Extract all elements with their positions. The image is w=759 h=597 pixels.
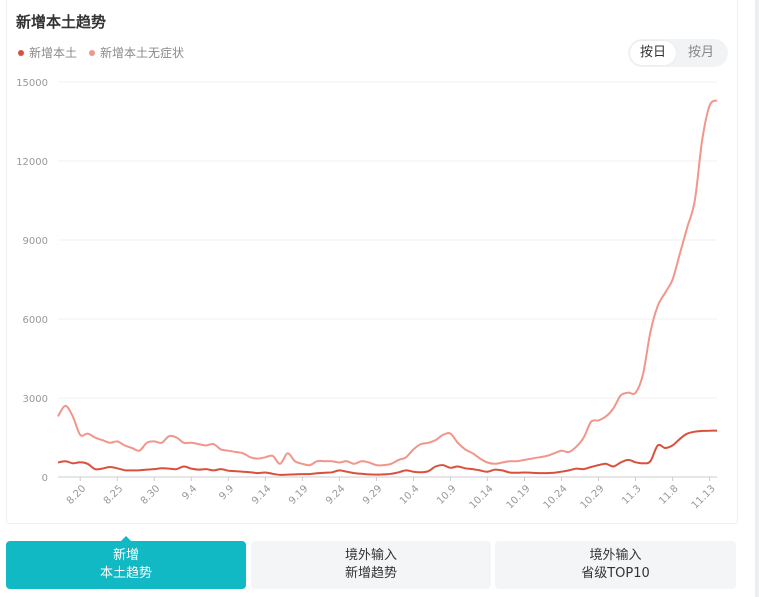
- x-tick-label: 8.20: [65, 483, 89, 507]
- legend-dot-local: [18, 49, 24, 56]
- x-tick-label: 9.24: [324, 483, 348, 507]
- y-tick-label: 3000: [23, 394, 48, 405]
- tab-imported-top10-line1: 境外输入: [589, 548, 642, 563]
- legend-dot-asymptomatic: [89, 49, 96, 56]
- chart-title: 新增本土趋势: [16, 13, 107, 31]
- x-tick-label: 10.29: [579, 483, 607, 511]
- tab-local-trend-line1: 新增: [112, 548, 139, 563]
- y-tick-label: 15000: [16, 78, 48, 89]
- x-tick-label: 9.19: [287, 483, 311, 507]
- x-tick-label: 10.19: [505, 483, 533, 511]
- legend-item-local[interactable]: 新增本土: [18, 44, 77, 61]
- x-tick-label: 11.8: [657, 483, 681, 507]
- x-tick-label: 9.14: [250, 483, 274, 507]
- x-tick-label: 8.30: [139, 483, 163, 507]
- y-tick-label: 9000: [23, 236, 48, 247]
- chart-legend: 新增本土 新增本土无症状: [18, 44, 196, 61]
- page-scrollbar[interactable]: [755, 0, 759, 597]
- x-tick-label: 10.9: [435, 483, 459, 507]
- legend-label-local: 新增本土: [29, 46, 78, 60]
- toggle-by-month-button[interactable]: 按月: [687, 45, 714, 60]
- series-line-asymptomatic: [57, 99, 718, 467]
- x-tick-label: 9.9: [217, 483, 236, 502]
- x-tick-label: 10.24: [542, 483, 570, 511]
- tab-local-trend[interactable]: 新增 本土趋势: [6, 536, 246, 589]
- series-line-local: [57, 429, 718, 476]
- y-tick-label: 12000: [16, 157, 48, 168]
- toggle-by-day-button[interactable]: 按日: [630, 41, 676, 65]
- tab-imported-top10-line2: 省级TOP10: [581, 566, 650, 581]
- x-tick-label: 11.3: [620, 483, 644, 507]
- y-tick-label: 6000: [23, 315, 48, 326]
- x-tick-label: 10.14: [468, 483, 496, 511]
- tab-imported-top10[interactable]: 境外输入 省级TOP10: [495, 541, 736, 589]
- x-tick-label: 8.25: [102, 483, 126, 507]
- legend-label-asymptomatic: 新增本土无症状: [100, 46, 185, 60]
- y-tick-label: 0: [42, 473, 48, 484]
- x-tick-label: 9.4: [180, 483, 199, 502]
- tab-imported-trend[interactable]: 境外输入 新增趋势: [251, 541, 491, 589]
- x-tick-label: 11.13: [690, 483, 718, 511]
- chart-card: [6, 0, 738, 524]
- tab-imported-trend-line2: 新增趋势: [344, 566, 397, 581]
- tab-imported-trend-line1: 境外输入: [344, 548, 397, 563]
- active-tab-caret: [121, 536, 131, 541]
- legend-item-asymptomatic[interactable]: 新增本土无症状: [89, 44, 184, 61]
- x-tick-label: 9.29: [361, 483, 385, 507]
- line-chart: 0 3000 6000 9000 12000 15000 8.20 8.25 8.30 9.4 9.…: [16, 78, 718, 511]
- tab-local-trend-line2: 本土趋势: [99, 566, 152, 581]
- x-tick-label: 10.4: [398, 483, 422, 507]
- trend-tabs: 新增 本土趋势 境外输入 新增趋势 境外输入 省级TOP10: [6, 536, 736, 589]
- granularity-toggle: 按日 按月: [628, 39, 728, 67]
